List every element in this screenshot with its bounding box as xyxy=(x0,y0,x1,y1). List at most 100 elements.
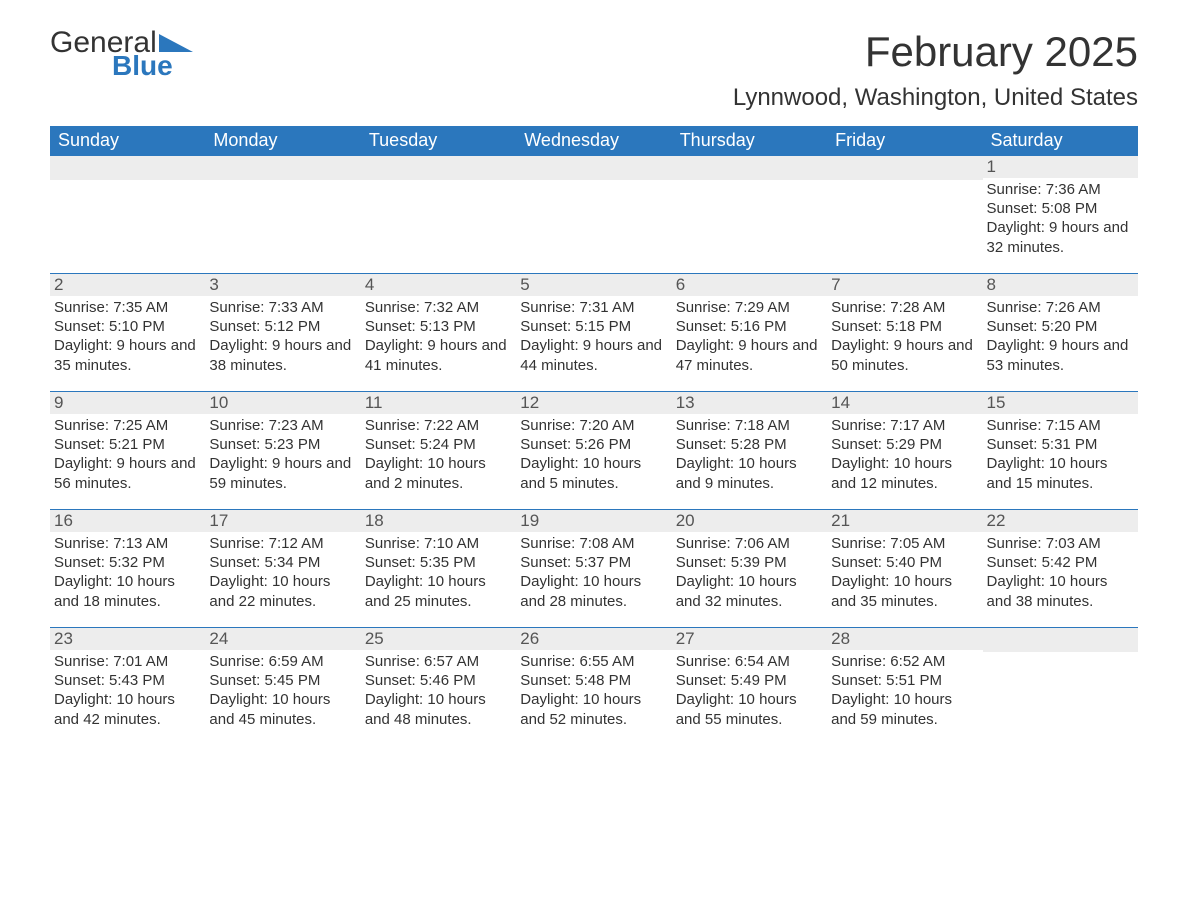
day-body: Sunrise: 7:12 AMSunset: 5:34 PMDaylight:… xyxy=(205,532,360,613)
week-row: 16Sunrise: 7:13 AMSunset: 5:32 PMDayligh… xyxy=(50,509,1138,627)
logo-text-sub: Blue xyxy=(112,52,193,80)
day-body: Sunrise: 7:33 AMSunset: 5:12 PMDaylight:… xyxy=(205,296,360,377)
sunrise-text: Sunrise: 7:31 AM xyxy=(520,298,667,317)
day-number: 25 xyxy=(361,628,516,650)
day-cell: 1Sunrise: 7:36 AMSunset: 5:08 PMDaylight… xyxy=(983,156,1138,273)
day-number: 22 xyxy=(983,510,1138,532)
day-cell: 24Sunrise: 6:59 AMSunset: 5:45 PMDayligh… xyxy=(205,628,360,745)
day-number: 23 xyxy=(50,628,205,650)
day-body: Sunrise: 7:03 AMSunset: 5:42 PMDaylight:… xyxy=(983,532,1138,613)
daylight-text: Daylight: 10 hours and 35 minutes. xyxy=(831,572,978,610)
day-body: Sunrise: 7:01 AMSunset: 5:43 PMDaylight:… xyxy=(50,650,205,731)
daylight-text: Daylight: 9 hours and 44 minutes. xyxy=(520,336,667,374)
daylight-text: Daylight: 9 hours and 47 minutes. xyxy=(676,336,823,374)
day-cell xyxy=(983,628,1138,745)
day-number: 21 xyxy=(827,510,982,532)
sunset-text: Sunset: 5:20 PM xyxy=(987,317,1134,336)
day-body: Sunrise: 6:52 AMSunset: 5:51 PMDaylight:… xyxy=(827,650,982,731)
sunset-text: Sunset: 5:18 PM xyxy=(831,317,978,336)
day-cell: 8Sunrise: 7:26 AMSunset: 5:20 PMDaylight… xyxy=(983,274,1138,391)
day-cell xyxy=(516,156,671,273)
day-cell: 5Sunrise: 7:31 AMSunset: 5:15 PMDaylight… xyxy=(516,274,671,391)
daylight-text: Daylight: 10 hours and 59 minutes. xyxy=(831,690,978,728)
day-number: 16 xyxy=(50,510,205,532)
day-number-empty xyxy=(516,156,671,180)
weekday-label: Tuesday xyxy=(361,126,516,155)
day-number: 6 xyxy=(672,274,827,296)
sunrise-text: Sunrise: 6:54 AM xyxy=(676,652,823,671)
sunset-text: Sunset: 5:48 PM xyxy=(520,671,667,690)
sunrise-text: Sunrise: 7:22 AM xyxy=(365,416,512,435)
day-cell: 27Sunrise: 6:54 AMSunset: 5:49 PMDayligh… xyxy=(672,628,827,745)
day-cell: 25Sunrise: 6:57 AMSunset: 5:46 PMDayligh… xyxy=(361,628,516,745)
daylight-text: Daylight: 9 hours and 38 minutes. xyxy=(209,336,356,374)
day-cell: 17Sunrise: 7:12 AMSunset: 5:34 PMDayligh… xyxy=(205,510,360,627)
day-body: Sunrise: 7:05 AMSunset: 5:40 PMDaylight:… xyxy=(827,532,982,613)
sunrise-text: Sunrise: 7:13 AM xyxy=(54,534,201,553)
day-cell: 28Sunrise: 6:52 AMSunset: 5:51 PMDayligh… xyxy=(827,628,982,745)
sunrise-text: Sunrise: 7:17 AM xyxy=(831,416,978,435)
day-body: Sunrise: 7:23 AMSunset: 5:23 PMDaylight:… xyxy=(205,414,360,495)
day-body: Sunrise: 7:15 AMSunset: 5:31 PMDaylight:… xyxy=(983,414,1138,495)
week-row: 9Sunrise: 7:25 AMSunset: 5:21 PMDaylight… xyxy=(50,391,1138,509)
day-body: Sunrise: 7:18 AMSunset: 5:28 PMDaylight:… xyxy=(672,414,827,495)
day-cell: 22Sunrise: 7:03 AMSunset: 5:42 PMDayligh… xyxy=(983,510,1138,627)
sunrise-text: Sunrise: 6:55 AM xyxy=(520,652,667,671)
week-row: 2Sunrise: 7:35 AMSunset: 5:10 PMDaylight… xyxy=(50,273,1138,391)
day-cell: 23Sunrise: 7:01 AMSunset: 5:43 PMDayligh… xyxy=(50,628,205,745)
sunset-text: Sunset: 5:13 PM xyxy=(365,317,512,336)
day-body: Sunrise: 7:36 AMSunset: 5:08 PMDaylight:… xyxy=(983,178,1138,259)
page-title: February 2025 xyxy=(865,28,1138,76)
sunrise-text: Sunrise: 7:23 AM xyxy=(209,416,356,435)
day-number-empty xyxy=(50,156,205,180)
day-body: Sunrise: 7:35 AMSunset: 5:10 PMDaylight:… xyxy=(50,296,205,377)
day-number: 10 xyxy=(205,392,360,414)
sunset-text: Sunset: 5:32 PM xyxy=(54,553,201,572)
daylight-text: Daylight: 10 hours and 15 minutes. xyxy=(987,454,1134,492)
day-body: Sunrise: 6:59 AMSunset: 5:45 PMDaylight:… xyxy=(205,650,360,731)
sunrise-text: Sunrise: 7:25 AM xyxy=(54,416,201,435)
sunset-text: Sunset: 5:34 PM xyxy=(209,553,356,572)
day-number: 8 xyxy=(983,274,1138,296)
day-cell: 6Sunrise: 7:29 AMSunset: 5:16 PMDaylight… xyxy=(672,274,827,391)
day-cell: 16Sunrise: 7:13 AMSunset: 5:32 PMDayligh… xyxy=(50,510,205,627)
daylight-text: Daylight: 9 hours and 59 minutes. xyxy=(209,454,356,492)
day-cell: 11Sunrise: 7:22 AMSunset: 5:24 PMDayligh… xyxy=(361,392,516,509)
sunset-text: Sunset: 5:37 PM xyxy=(520,553,667,572)
sunrise-text: Sunrise: 6:57 AM xyxy=(365,652,512,671)
sunrise-text: Sunrise: 7:08 AM xyxy=(520,534,667,553)
daylight-text: Daylight: 10 hours and 18 minutes. xyxy=(54,572,201,610)
sunrise-text: Sunrise: 7:05 AM xyxy=(831,534,978,553)
day-number: 27 xyxy=(672,628,827,650)
sunrise-text: Sunrise: 7:26 AM xyxy=(987,298,1134,317)
day-number-empty xyxy=(361,156,516,180)
day-number: 15 xyxy=(983,392,1138,414)
daylight-text: Daylight: 10 hours and 55 minutes. xyxy=(676,690,823,728)
day-body: Sunrise: 7:28 AMSunset: 5:18 PMDaylight:… xyxy=(827,296,982,377)
day-body: Sunrise: 7:20 AMSunset: 5:26 PMDaylight:… xyxy=(516,414,671,495)
sunrise-text: Sunrise: 7:28 AM xyxy=(831,298,978,317)
logo: General Blue xyxy=(50,28,193,80)
weekday-label: Friday xyxy=(827,126,982,155)
sunrise-text: Sunrise: 7:36 AM xyxy=(987,180,1134,199)
daylight-text: Daylight: 10 hours and 5 minutes. xyxy=(520,454,667,492)
sunset-text: Sunset: 5:21 PM xyxy=(54,435,201,454)
sunrise-text: Sunrise: 7:29 AM xyxy=(676,298,823,317)
sunrise-text: Sunrise: 7:35 AM xyxy=(54,298,201,317)
sunrise-text: Sunrise: 7:33 AM xyxy=(209,298,356,317)
sunrise-text: Sunrise: 7:01 AM xyxy=(54,652,201,671)
sunset-text: Sunset: 5:10 PM xyxy=(54,317,201,336)
day-number: 12 xyxy=(516,392,671,414)
day-body: Sunrise: 7:13 AMSunset: 5:32 PMDaylight:… xyxy=(50,532,205,613)
day-body: Sunrise: 7:31 AMSunset: 5:15 PMDaylight:… xyxy=(516,296,671,377)
day-cell xyxy=(672,156,827,273)
daylight-text: Daylight: 9 hours and 41 minutes. xyxy=(365,336,512,374)
sunrise-text: Sunrise: 6:52 AM xyxy=(831,652,978,671)
daylight-text: Daylight: 10 hours and 12 minutes. xyxy=(831,454,978,492)
day-number: 11 xyxy=(361,392,516,414)
sunset-text: Sunset: 5:26 PM xyxy=(520,435,667,454)
day-cell: 13Sunrise: 7:18 AMSunset: 5:28 PMDayligh… xyxy=(672,392,827,509)
day-cell xyxy=(827,156,982,273)
daylight-text: Daylight: 9 hours and 50 minutes. xyxy=(831,336,978,374)
day-body: Sunrise: 7:25 AMSunset: 5:21 PMDaylight:… xyxy=(50,414,205,495)
